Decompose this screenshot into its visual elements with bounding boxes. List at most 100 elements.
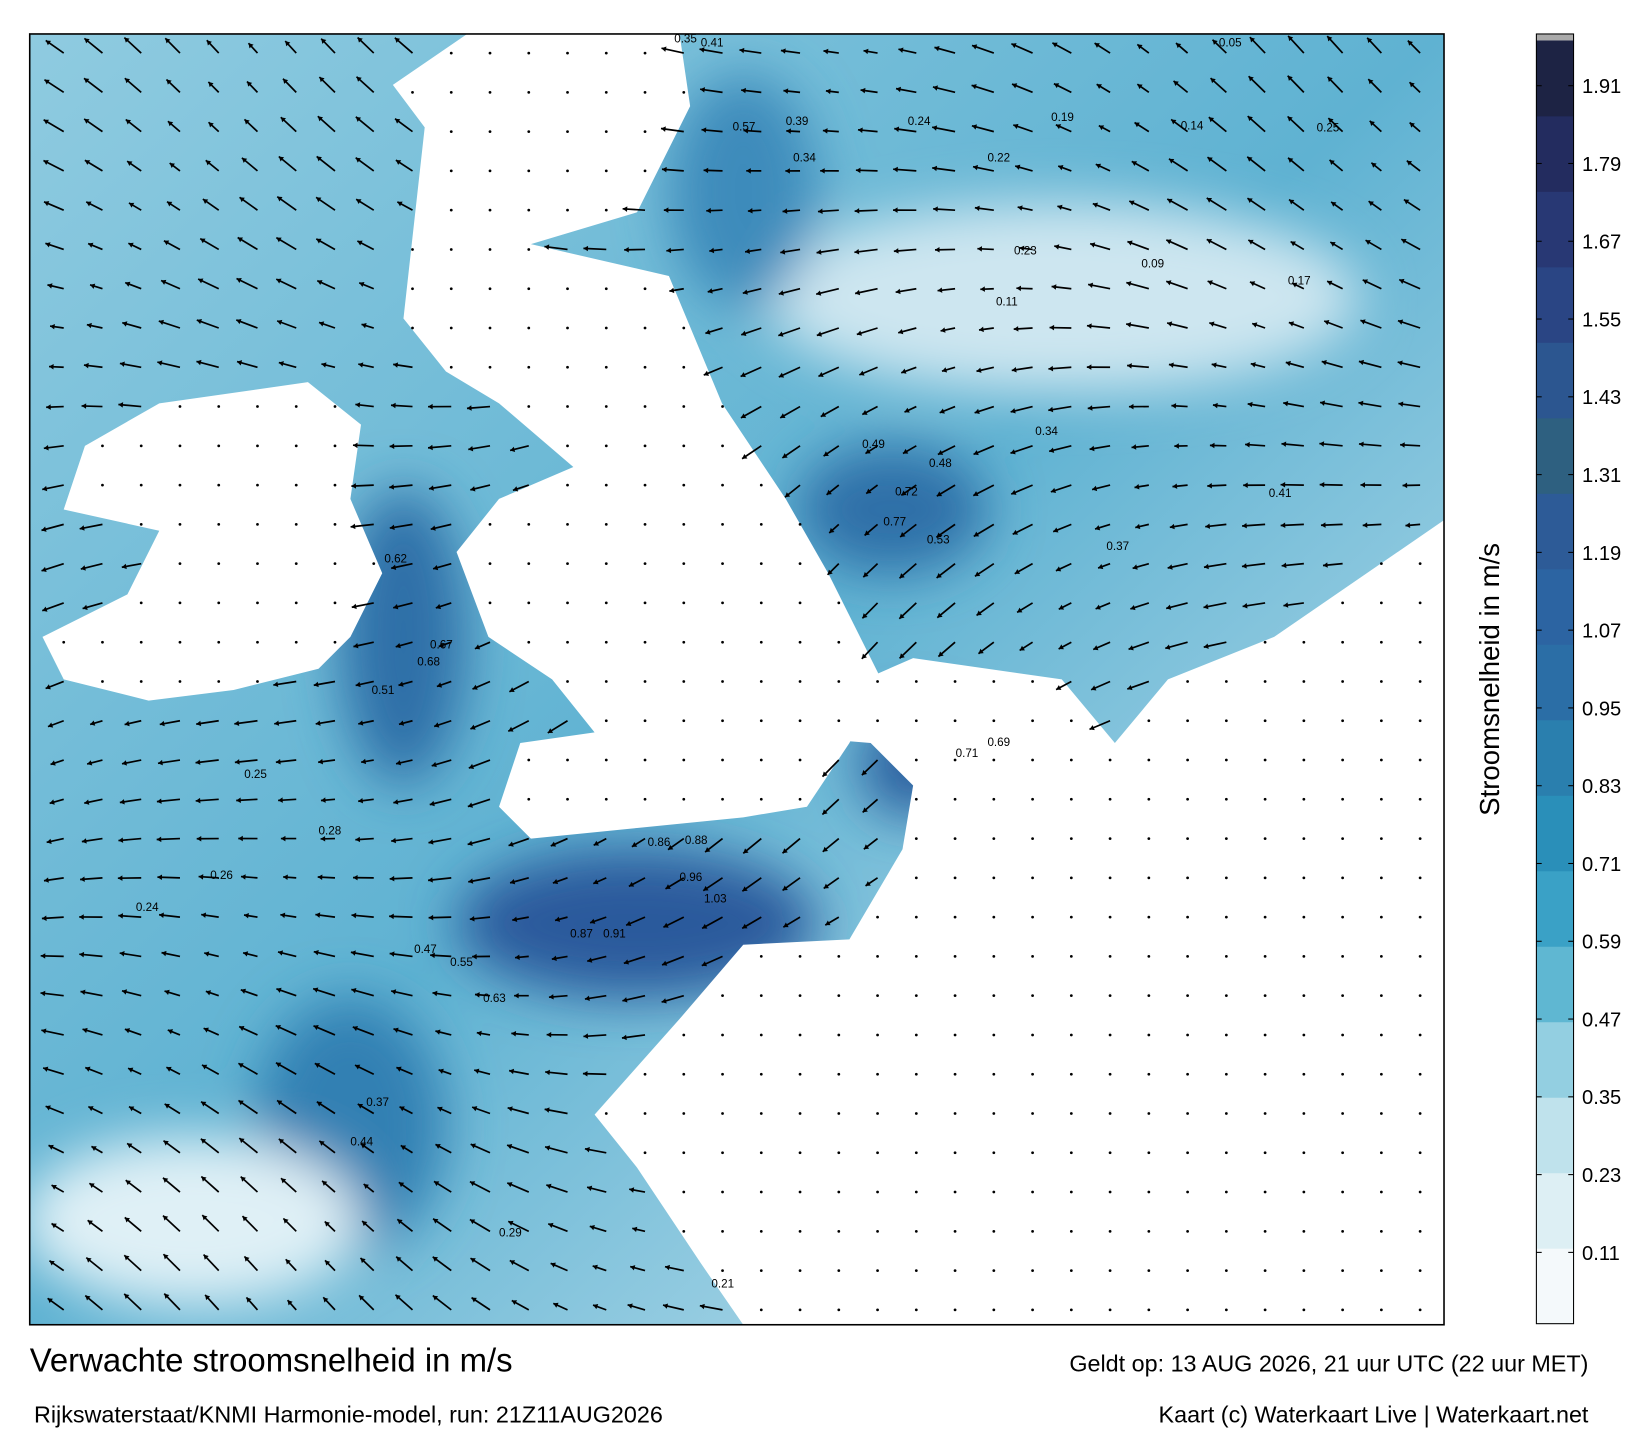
land-dot [721,483,724,487]
land-dot [1302,1269,1306,1272]
arrow-head [433,1181,440,1187]
land-dot [992,837,996,840]
speed-label: 0.25 [1317,122,1340,135]
land-dot [953,994,957,998]
land-dot [914,1072,918,1076]
title: Verwachte stroomsnelheid in m/s [30,1341,513,1378]
land-dot [682,1229,686,1233]
land-dot [1108,1151,1112,1155]
arrow-head [668,844,674,850]
arrow-head [80,876,85,882]
arrow-head [47,283,53,289]
arrow-head [118,913,124,919]
speed-label: 0.63 [483,992,506,1005]
arrow-head [932,85,938,91]
arrow-head [584,1146,590,1153]
land-dot [604,287,608,291]
arrow-head [622,206,628,212]
land-dot [1341,601,1344,605]
arrow-head [164,1293,170,1299]
arrow-head [937,612,943,618]
land-dot [721,405,724,408]
land-dot [1031,1308,1034,1312]
arrow-head [544,1107,550,1113]
land-dot [604,208,608,212]
land-dot [914,680,918,683]
land-dot [1186,1308,1189,1312]
arrow-head [200,1138,207,1144]
land-dot [527,287,531,291]
land-dot [759,1072,763,1076]
land-dot [1108,876,1112,880]
arrow-head [1137,44,1143,50]
land-dot [837,955,841,958]
arrow-head [162,1177,169,1183]
land-dot [1379,758,1383,762]
land-dot [1031,1269,1034,1272]
arrow-head [198,278,204,284]
land-dot [488,287,492,291]
land-dot [1302,1190,1306,1194]
arrow-head [1090,242,1096,248]
arrow-head [474,644,481,650]
land-dot [1224,1072,1228,1076]
arrow-head [353,874,358,881]
arrow-head [583,1033,589,1039]
land-dot [527,130,531,134]
arrow-head [90,720,96,726]
land-dot [1186,680,1189,683]
land-dot [721,797,724,801]
arrow-head [278,797,283,803]
arrow-head [1397,360,1403,366]
land-dot [1379,837,1383,840]
arrow-head [663,207,669,213]
arrow-head [1056,685,1062,690]
arrow-head [127,161,133,166]
colorbar-band [1536,342,1574,419]
land-dot [682,90,686,94]
land-dot [1379,915,1383,919]
arrow-head [45,40,52,46]
arrow-head [359,1295,365,1301]
arrow-head [45,684,51,690]
arrow-head [324,1221,330,1227]
land-dot [643,562,647,566]
arrow-head [395,160,402,165]
arrow-head [895,288,901,295]
colorbar-tick-label: 0.47 [1582,1009,1621,1031]
arrow-head [1011,489,1017,495]
land-dot [178,680,182,683]
arrow-head [972,44,978,50]
speed-label: 0.68 [417,656,440,669]
arrow-head [432,990,438,997]
land-dot [682,758,686,762]
land-dot [139,483,143,487]
land-dot [1263,955,1267,958]
arrow-head [236,319,242,325]
arrow-head [391,989,397,995]
arrow-head [553,1302,559,1308]
arrow-head [395,1294,401,1300]
speed-label: 0.35 [674,32,697,45]
arrow-head [166,79,172,85]
arrow-head [432,1295,439,1301]
arrow-head [703,167,709,174]
land-dot [527,522,531,526]
land-dot [1418,1151,1422,1155]
land-dot [527,51,531,55]
arrow-head [50,760,56,766]
land-dot [721,1229,724,1233]
arrow-head [389,443,395,449]
land-dot [953,1190,957,1194]
arrow-head [514,992,519,999]
arrow-head [663,1303,669,1309]
arrow-head [85,1066,91,1072]
arrow-head [237,237,243,243]
arrow-head [1052,42,1058,48]
speed-label: 0.77 [883,515,906,528]
arrow-head [273,681,279,688]
land-dot [1263,680,1267,683]
land-dot [1341,1072,1344,1076]
land-dot [1108,1269,1112,1272]
land-dot [1379,797,1383,801]
